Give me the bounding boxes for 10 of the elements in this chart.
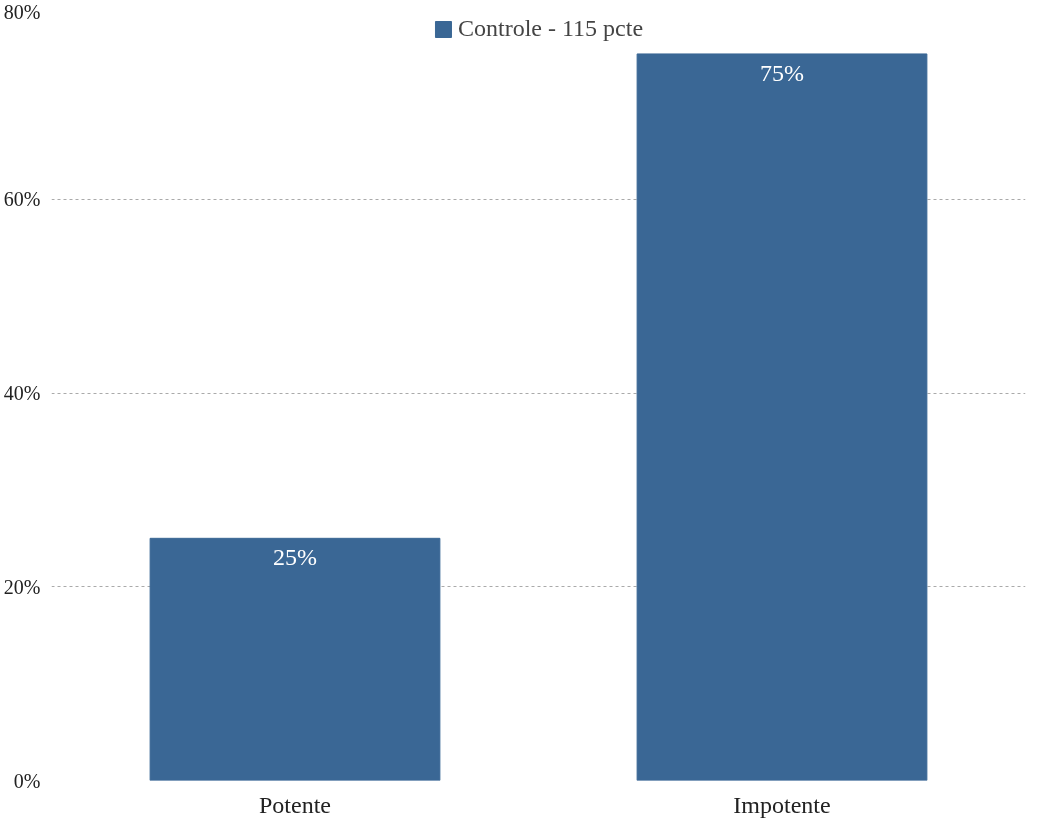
y-tick-label: 0% [13,769,41,792]
y-tick-label: 40% [3,382,41,404]
legend-label: Controle - 115 pcte [457,15,644,42]
data-label: 75% [760,59,804,86]
y-tick-label: 20% [3,575,41,598]
x-tick-label: Potente [259,791,332,818]
x-tick-label: Impotente [733,791,831,818]
y-tick-label: 80% [3,0,41,23]
y-tick-label: 60% [3,188,41,211]
data-label: 25% [273,544,317,571]
